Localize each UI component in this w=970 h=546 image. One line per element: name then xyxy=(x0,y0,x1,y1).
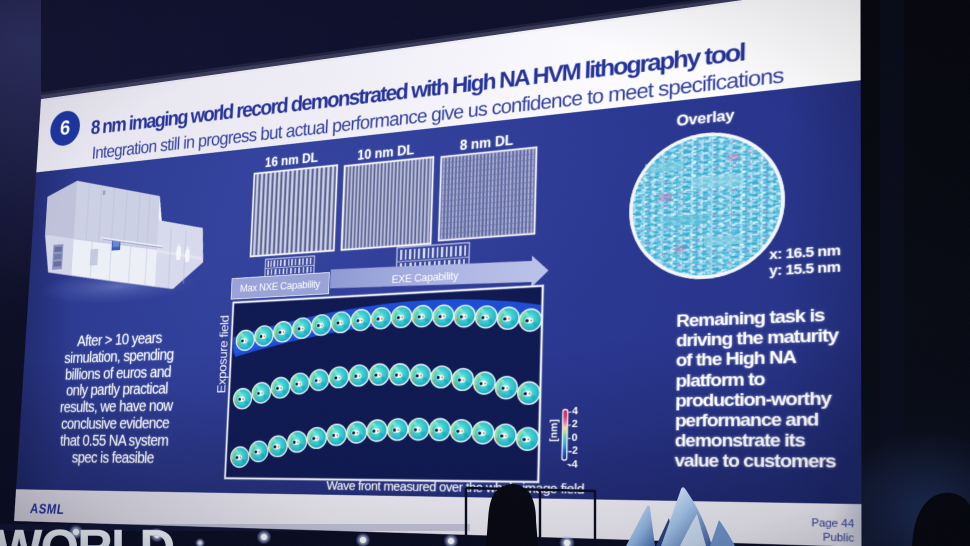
svg-text:WORLD: WORLD xyxy=(0,521,174,546)
